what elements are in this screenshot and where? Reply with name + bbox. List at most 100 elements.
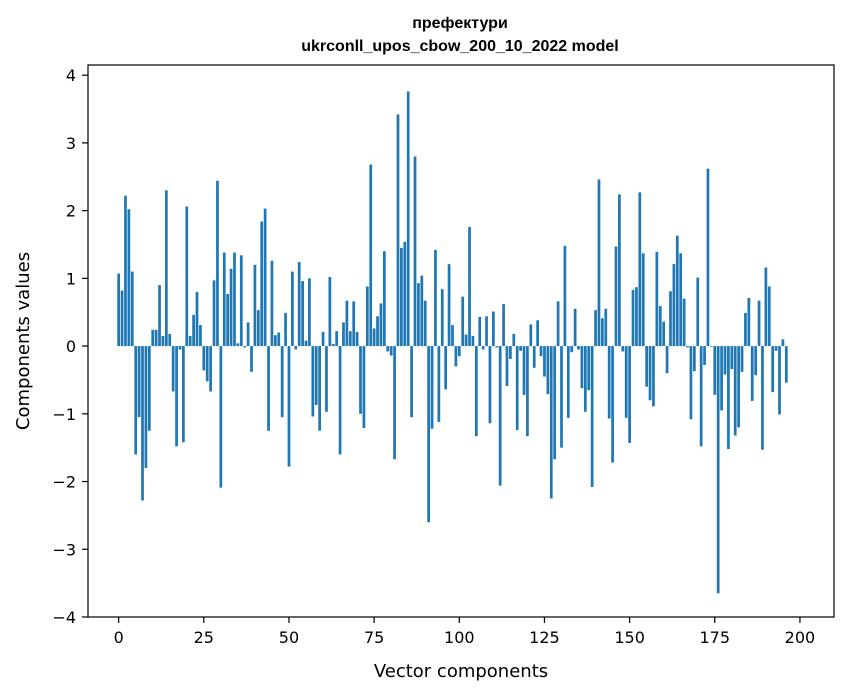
bar-135	[577, 346, 580, 350]
bar-190	[764, 267, 768, 347]
bar-57	[311, 346, 315, 417]
bar-37	[243, 346, 247, 348]
bar-65	[338, 346, 342, 455]
bar-6	[137, 346, 141, 418]
bar-195	[781, 339, 785, 347]
bar-119	[522, 346, 526, 395]
x-tick-label: 100	[444, 628, 475, 647]
bar-82	[396, 114, 400, 347]
y-tick-label: 0	[66, 337, 76, 356]
bar-111	[495, 346, 499, 348]
bar-173	[706, 168, 710, 347]
bar-161	[665, 346, 669, 374]
y-tick-label: 2	[66, 202, 76, 221]
bar-132	[566, 346, 570, 418]
bar-136	[580, 346, 584, 389]
bar-97	[447, 264, 451, 347]
bar-172	[703, 346, 706, 366]
bar-83	[400, 247, 403, 347]
bar-146	[614, 246, 618, 347]
bars-group	[117, 91, 788, 594]
bar-36	[239, 255, 243, 347]
bar-137	[583, 346, 587, 412]
bar-69	[352, 301, 356, 347]
bar-170	[696, 277, 700, 347]
bar-71	[359, 346, 362, 414]
bar-109	[488, 346, 492, 424]
bar-124	[539, 346, 543, 357]
bar-48	[280, 346, 284, 418]
bar-121	[529, 324, 533, 347]
x-tick-label: 25	[194, 628, 214, 647]
bar-81	[393, 346, 396, 460]
bar-107	[481, 346, 485, 350]
bar-34	[233, 252, 236, 347]
bar-73	[365, 286, 369, 347]
bar-55	[304, 340, 308, 347]
bar-87	[413, 156, 417, 347]
bar-54	[301, 281, 304, 347]
bar-104	[471, 335, 475, 347]
bar-21	[188, 335, 192, 347]
bar-23	[195, 291, 199, 347]
bar-25	[202, 346, 206, 371]
bar-58	[314, 346, 318, 406]
x-tick-label: 175	[700, 628, 731, 647]
bar-61	[325, 346, 328, 412]
bar-167	[686, 346, 689, 348]
bar-154	[641, 253, 645, 347]
bar-147	[618, 194, 621, 347]
bar-26	[205, 346, 209, 382]
bar-148	[621, 346, 625, 352]
bar-187	[754, 346, 758, 376]
bar-177	[720, 346, 723, 411]
bar-100	[457, 346, 461, 357]
x-tick-label: 150	[614, 628, 645, 647]
y-tick-label: −1	[52, 405, 76, 424]
bar-45	[270, 260, 274, 347]
bar-56	[308, 278, 311, 347]
bar-127	[549, 346, 553, 499]
bar-92	[430, 346, 434, 429]
x-axis-label: Vector components	[374, 661, 548, 682]
bar-123	[536, 320, 540, 347]
bar-134	[573, 308, 577, 347]
bar-103	[468, 226, 471, 347]
x-tick-label: 50	[279, 628, 299, 647]
bar-138	[587, 346, 591, 391]
bar-141	[597, 179, 601, 347]
x-tick-label: 75	[364, 628, 384, 647]
bar-53	[297, 262, 301, 347]
bar-39	[250, 346, 253, 372]
bar-139	[590, 346, 594, 487]
bar-125	[543, 346, 546, 377]
bar-11	[154, 329, 158, 347]
bar-42	[260, 221, 264, 347]
bar-84	[403, 241, 407, 347]
bar-43	[263, 208, 267, 347]
bar-95	[440, 289, 444, 347]
bar-80	[389, 346, 393, 356]
bar-51	[291, 271, 294, 347]
y-tick-label: −2	[52, 473, 76, 492]
x-tick-label: 200	[785, 628, 816, 647]
bar-33	[229, 268, 233, 347]
bar-115	[509, 346, 512, 359]
bar-44	[267, 346, 270, 431]
bar-78	[382, 251, 386, 347]
bar-131	[563, 245, 567, 347]
bar-192	[771, 346, 775, 393]
bar-70	[355, 331, 359, 347]
bar-116	[512, 333, 516, 347]
bar-13	[161, 335, 165, 347]
bar-182	[737, 346, 740, 428]
bar-156	[648, 346, 652, 401]
bar-19	[182, 346, 185, 443]
bar-191	[767, 286, 771, 347]
bar-110	[492, 311, 495, 347]
bar-86	[410, 346, 413, 418]
bar-47	[277, 332, 281, 347]
bar-184	[744, 312, 747, 347]
bar-194	[778, 346, 781, 415]
